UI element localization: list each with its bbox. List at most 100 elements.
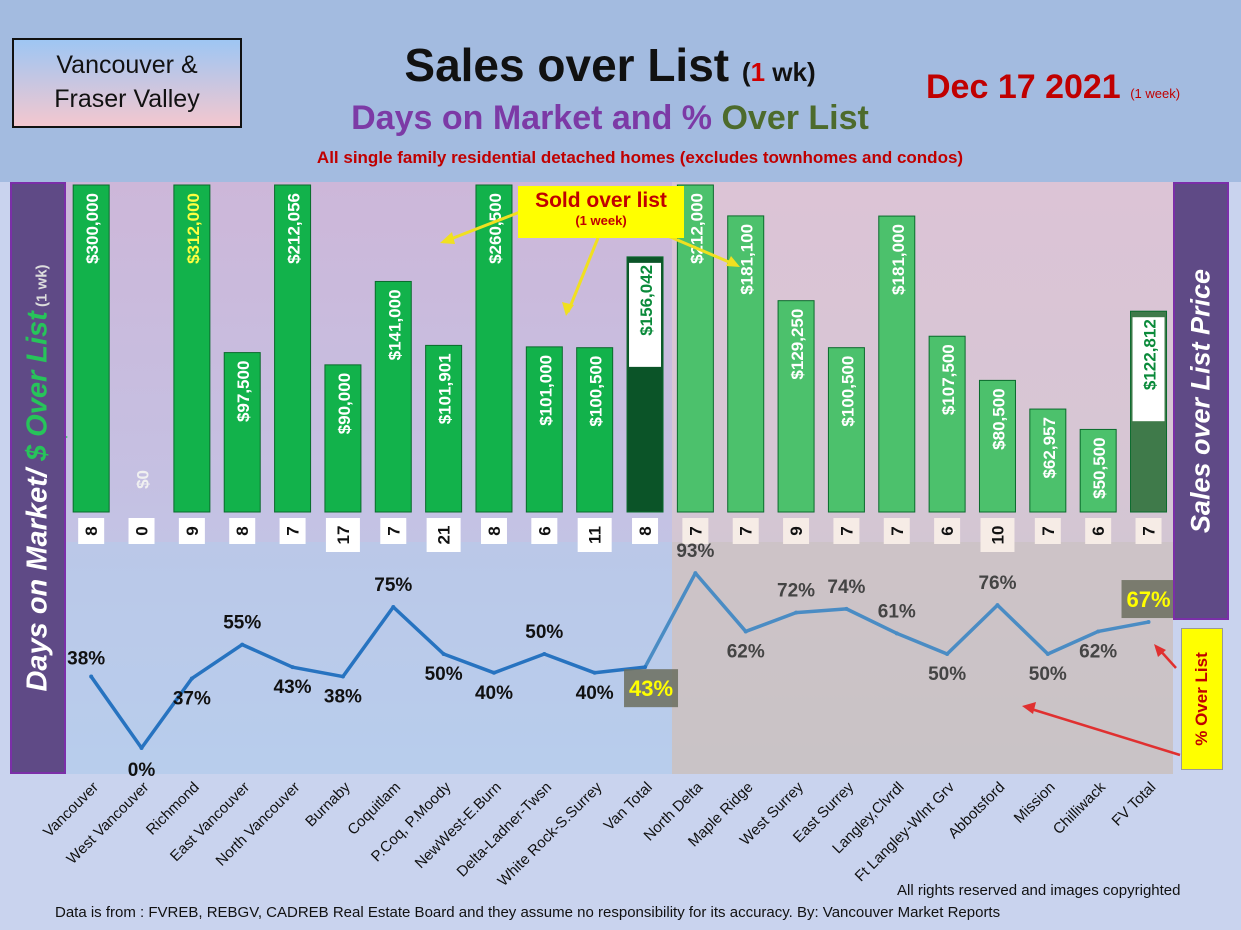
callout-arrow-mid (566, 237, 600, 313)
dom-box-7 (426, 518, 461, 552)
dom-box-2 (178, 518, 205, 544)
bar-value-label-13: $181,100 (738, 224, 757, 295)
category-label-8: NewWest-E.Burn (412, 779, 505, 872)
bar-value-label-15: $100,500 (838, 356, 857, 427)
dom-label-16: 7 (888, 526, 907, 535)
dom-box-1 (128, 518, 155, 544)
pct-point-21 (1146, 620, 1151, 625)
dom-label-1: 0 (133, 526, 152, 535)
subtitle-note: All single family residential detached h… (316, 148, 964, 167)
category-label-17: Ft Langley-Wlnt Grv (852, 778, 959, 885)
pct-point-17 (945, 652, 950, 656)
pct-label-8: 40% (475, 683, 513, 704)
bar-value-label-7: $101,901 (436, 353, 455, 424)
callout-arrow-left-head (440, 232, 455, 244)
dom-label-19: 7 (1039, 526, 1058, 535)
bar-3 (223, 352, 261, 513)
pct-point-11 (643, 665, 648, 670)
bar-value-label-17: $107,500 (939, 344, 958, 415)
pct-arrow-lower-head (1022, 702, 1036, 714)
pct-label-3: 55% (223, 613, 261, 634)
dom-label-10: 11 (586, 526, 605, 544)
pct-point-13 (743, 629, 748, 634)
dom-box-8 (480, 518, 507, 544)
subtitle-part-2: Over List (721, 99, 869, 137)
region-line-2: Fraser Valley (54, 85, 200, 113)
right-axis-label-panel: Sales over List Price (1173, 182, 1229, 620)
pct-label-5: 38% (324, 687, 362, 708)
pct-point-20 (1096, 629, 1101, 634)
bar-value-label-11: $156,042 (637, 265, 656, 336)
bar-18 (978, 379, 1016, 513)
report-date-note: (1 week) (1130, 86, 1181, 101)
pct-label-0: 38% (67, 649, 105, 670)
sold-over-list-callout: Sold over list (1 week) (518, 186, 684, 238)
pct-point-18 (995, 603, 1000, 608)
pct-point-14 (794, 610, 799, 615)
pct-over-list-label: % Over List (1192, 652, 1211, 746)
lower-panel-van (66, 542, 672, 774)
pct-point-15 (844, 606, 849, 611)
pct-label-bg-11 (624, 669, 679, 708)
subtitle-part-1: Days on Market and % (351, 99, 722, 137)
left-axis-label-panel: Days on Market/ $ Over List (1 wk) (10, 182, 66, 774)
bar-10 (576, 347, 614, 513)
pct-label-15: 74% (827, 577, 865, 598)
bar-label-bg-11 (629, 262, 662, 367)
dom-box-12 (682, 518, 709, 544)
dom-label-7: 21 (435, 526, 454, 545)
bar-value-label-14: $129,250 (788, 309, 807, 380)
report-date: Dec 17 2021 (1 week) (926, 68, 1180, 107)
bar-value-label-5: $90,000 (335, 373, 354, 434)
dom-label-6: 7 (384, 526, 403, 535)
bar-6 (374, 280, 412, 513)
dom-label-20: 6 (1089, 526, 1108, 535)
pct-over-list-tag: % Over List (1181, 628, 1223, 770)
bar-9 (525, 346, 563, 513)
bar-16 (878, 215, 916, 513)
pct-label-4: 43% (274, 677, 312, 698)
bar-20 (1079, 428, 1117, 513)
page-title: Sales over List (1 wk) (300, 38, 920, 92)
bar-value-label-6: $141,000 (385, 289, 404, 360)
pct-label-20: 62% (1079, 641, 1117, 662)
dom-box-14 (783, 518, 810, 544)
bar-value-label-20: $50,500 (1090, 437, 1109, 498)
dom-label-5: 17 (334, 526, 353, 545)
bar-label-bg-21 (1132, 317, 1165, 422)
pct-point-16 (894, 631, 899, 636)
bar-0 (72, 184, 110, 513)
region-line-1: Vancouver & (56, 51, 198, 80)
dom-label-17: 6 (938, 526, 957, 535)
dom-box-9 (531, 518, 558, 544)
bar-8 (475, 184, 513, 513)
lower-panel-fv (672, 542, 1173, 774)
pct-label-12: 93% (676, 541, 714, 562)
title-suffix: (1 wk) (741, 57, 816, 87)
bar-value-label-4: $212,056 (285, 193, 304, 264)
data-source-note: Data is from : FVREB, REBGV, CADREB Real… (55, 904, 1001, 921)
dom-box-20 (1085, 518, 1112, 544)
dom-box-6 (380, 518, 407, 544)
region-badge: Vancouver & Fraser Valley (12, 38, 242, 128)
pct-point-8 (491, 670, 496, 675)
pct-point-5 (340, 674, 345, 679)
pct-label-2: 37% (173, 688, 211, 709)
bar-value-label-19: $62,957 (1040, 417, 1059, 478)
pct-label-1: 0% (128, 760, 156, 781)
pct-label-18: 76% (978, 573, 1016, 594)
dom-box-16 (883, 518, 910, 544)
dom-label-21: 7 (1140, 526, 1159, 535)
bar-7 (425, 344, 463, 513)
dom-box-15 (833, 518, 860, 544)
dom-label-8: 8 (485, 526, 504, 535)
bar-value-label-10: $100,500 (587, 356, 606, 427)
dom-box-19 (1034, 518, 1061, 544)
title-main: Sales over List (404, 39, 730, 91)
pct-point-3 (240, 642, 245, 647)
pct-arrow-lower (1027, 706, 1181, 757)
dom-box-3 (229, 518, 256, 544)
pct-point-1 (139, 746, 144, 750)
bar-value-label-8: $260,500 (486, 193, 505, 264)
